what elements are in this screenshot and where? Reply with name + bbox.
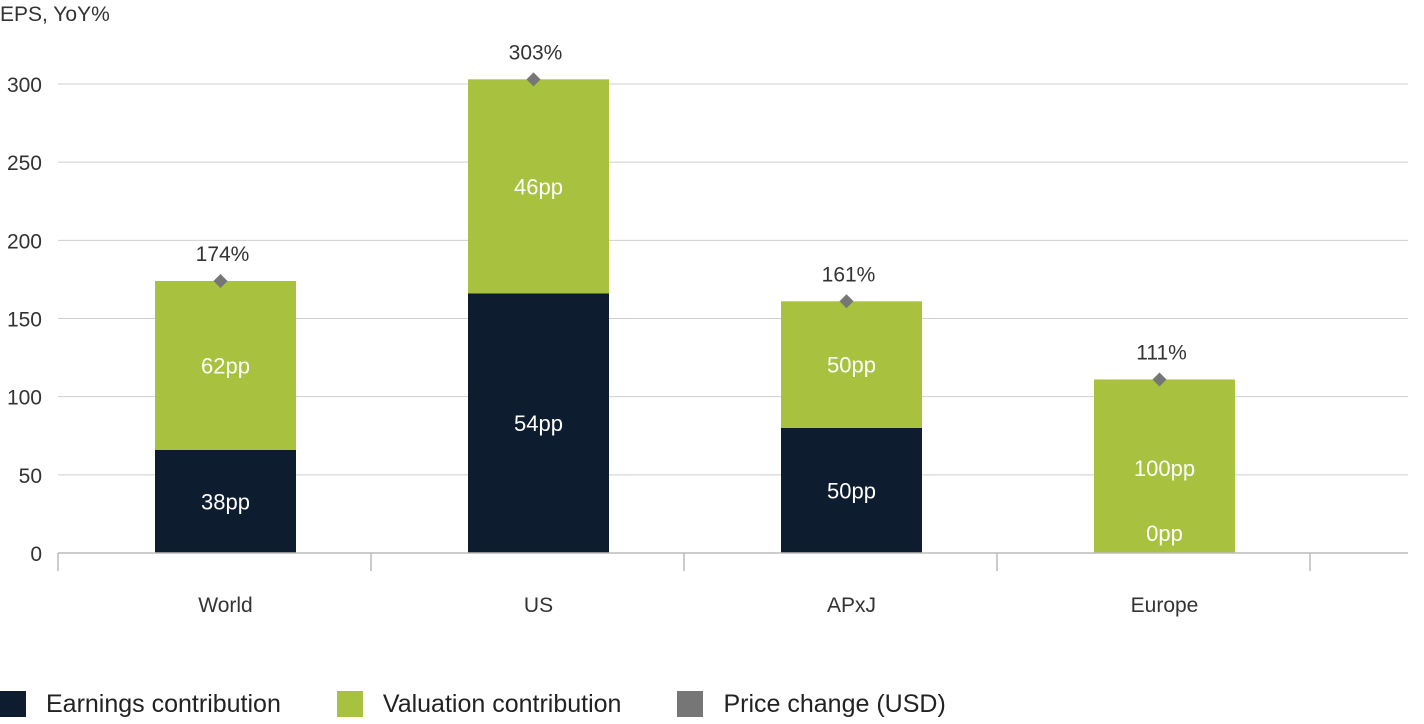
x-tick-label: US — [524, 594, 553, 617]
price-label: 303% — [509, 41, 563, 64]
y-tick-label: 100 — [7, 387, 42, 410]
bar-earnings — [468, 293, 609, 553]
y-tick-label: 150 — [7, 309, 42, 332]
data-label-earnings: 38pp — [201, 489, 250, 514]
bar-valuation — [155, 280, 296, 450]
bar-valuation — [1094, 379, 1235, 553]
legend-swatch — [677, 691, 704, 717]
price-markers: 174% 303% 161% 111% — [196, 41, 1187, 387]
legend-item: Valuation contribution — [336, 689, 622, 719]
legend-item: Earnings contribution — [0, 690, 281, 719]
y-axis-label: EPS, YoY% — [0, 3, 110, 26]
legend: Earnings contribution Valuation contribut… — [0, 684, 1002, 724]
data-label-valuation: 100pp — [1134, 456, 1195, 481]
bar-valuation — [781, 301, 922, 428]
y-tick-label: 50 — [19, 465, 42, 488]
data-label-valuation: 50pp — [827, 353, 876, 378]
y-tick-label: 250 — [7, 152, 42, 175]
x-axis: World US APxJ Europe — [57, 552, 1408, 617]
data-label-earnings: 50pp — [827, 478, 876, 503]
data-label-earnings: 0pp — [1146, 521, 1183, 546]
y-tick-label: 300 — [7, 74, 42, 97]
bars: 38pp 62pp 54pp 46pp 50pp 50pp 0pp 100pp — [155, 79, 1235, 553]
price-label: 111% — [1136, 341, 1187, 364]
data-label-valuation: 62pp — [201, 353, 250, 378]
bar-valuation — [468, 79, 609, 294]
price-label: 161% — [822, 263, 876, 286]
y-tick-labels: 0 50 100 150 200 250 300 — [7, 74, 42, 566]
y-tick-label: 0 — [30, 543, 42, 566]
legend-item: Price change (USD) — [677, 689, 946, 719]
bar-earnings — [781, 427, 922, 553]
data-label-earnings: 54pp — [514, 411, 563, 436]
price-label: 174% — [196, 243, 250, 266]
x-tick-label: APxJ — [827, 594, 876, 617]
legend-swatch — [336, 691, 363, 717]
legend-label: Valuation contribution — [382, 689, 622, 718]
legend-label: Earnings contribution — [46, 689, 281, 718]
x-tick-label: World — [198, 594, 252, 617]
y-tick-label: 200 — [7, 230, 42, 253]
price-marker — [839, 294, 854, 309]
price-marker — [1152, 372, 1167, 387]
price-marker — [526, 72, 541, 87]
price-marker — [213, 273, 228, 288]
x-tick-label: Europe — [1131, 594, 1199, 617]
data-label-valuation: 46pp — [514, 174, 563, 199]
legend-label: Price change (USD) — [723, 689, 946, 718]
chart: EPS, YoY% 0 50 100 150 200 250 300 38pp 62pp 54p… — [0, 3, 1408, 617]
bar-earnings — [155, 449, 296, 553]
legend-swatch — [0, 691, 26, 717]
